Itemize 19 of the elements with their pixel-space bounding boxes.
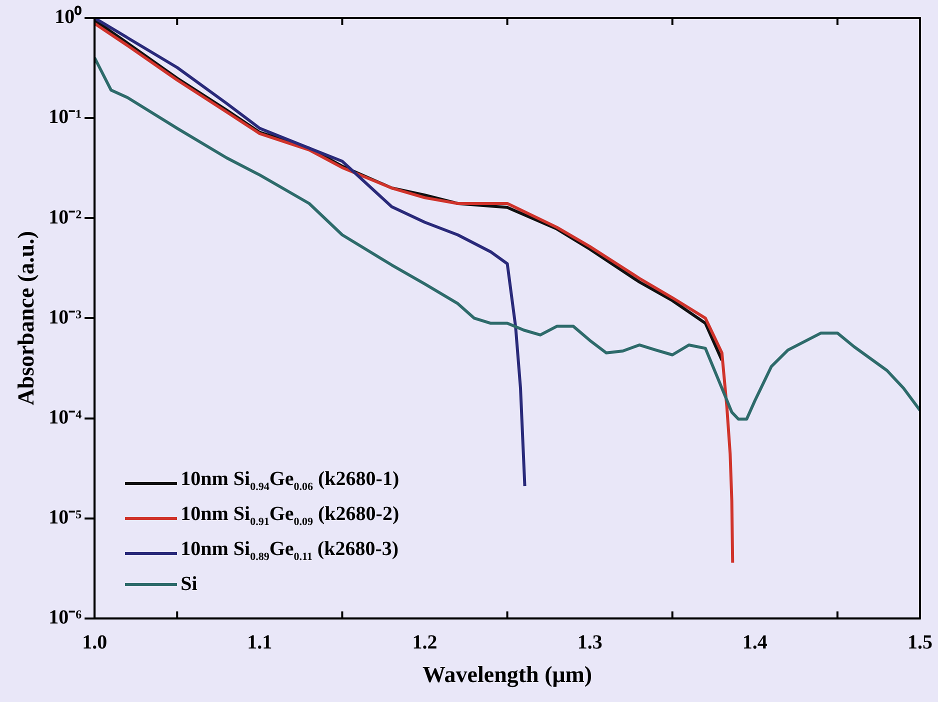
y-tick-label: 10⁻⁶ [48, 606, 82, 629]
y-tick-label: 10⁻⁵ [48, 506, 82, 529]
legend-label: 10nm Si$_{0.89}$Ge$_{0.11}$ (k2680-3) [180, 537, 399, 566]
x-axis-title: Wavelength (μm) [422, 662, 592, 688]
y-tick-label: 10⁰ [54, 5, 82, 28]
x-tick-label: 1.1 [247, 632, 272, 654]
x-tick-label: 1.2 [412, 632, 438, 654]
y-tick-label: 10⁻⁴ [48, 406, 82, 428]
x-tick-label: 1.5 [908, 632, 932, 654]
x-tick-label: 1.3 [577, 632, 602, 654]
y-tick-label: 10⁻¹ [48, 106, 82, 128]
y-tick-label: 10⁻³ [48, 306, 82, 328]
y-tick-label: 10⁻² [48, 206, 82, 228]
legend-label: Si [180, 572, 198, 598]
legend-label: 10nm Si$_{0.91}$Ge$_{0.09}$ (k2680-2) [180, 502, 400, 530]
legend-label: 10nm Si$_{0.94}$Ge$_{0.06}$ (k2680-1) [180, 467, 400, 496]
x-tick-label: 1.4 [742, 632, 768, 654]
x-tick-label: 1.0 [82, 632, 108, 654]
y-axis-title: Absorbance (a.u.) [14, 230, 39, 406]
